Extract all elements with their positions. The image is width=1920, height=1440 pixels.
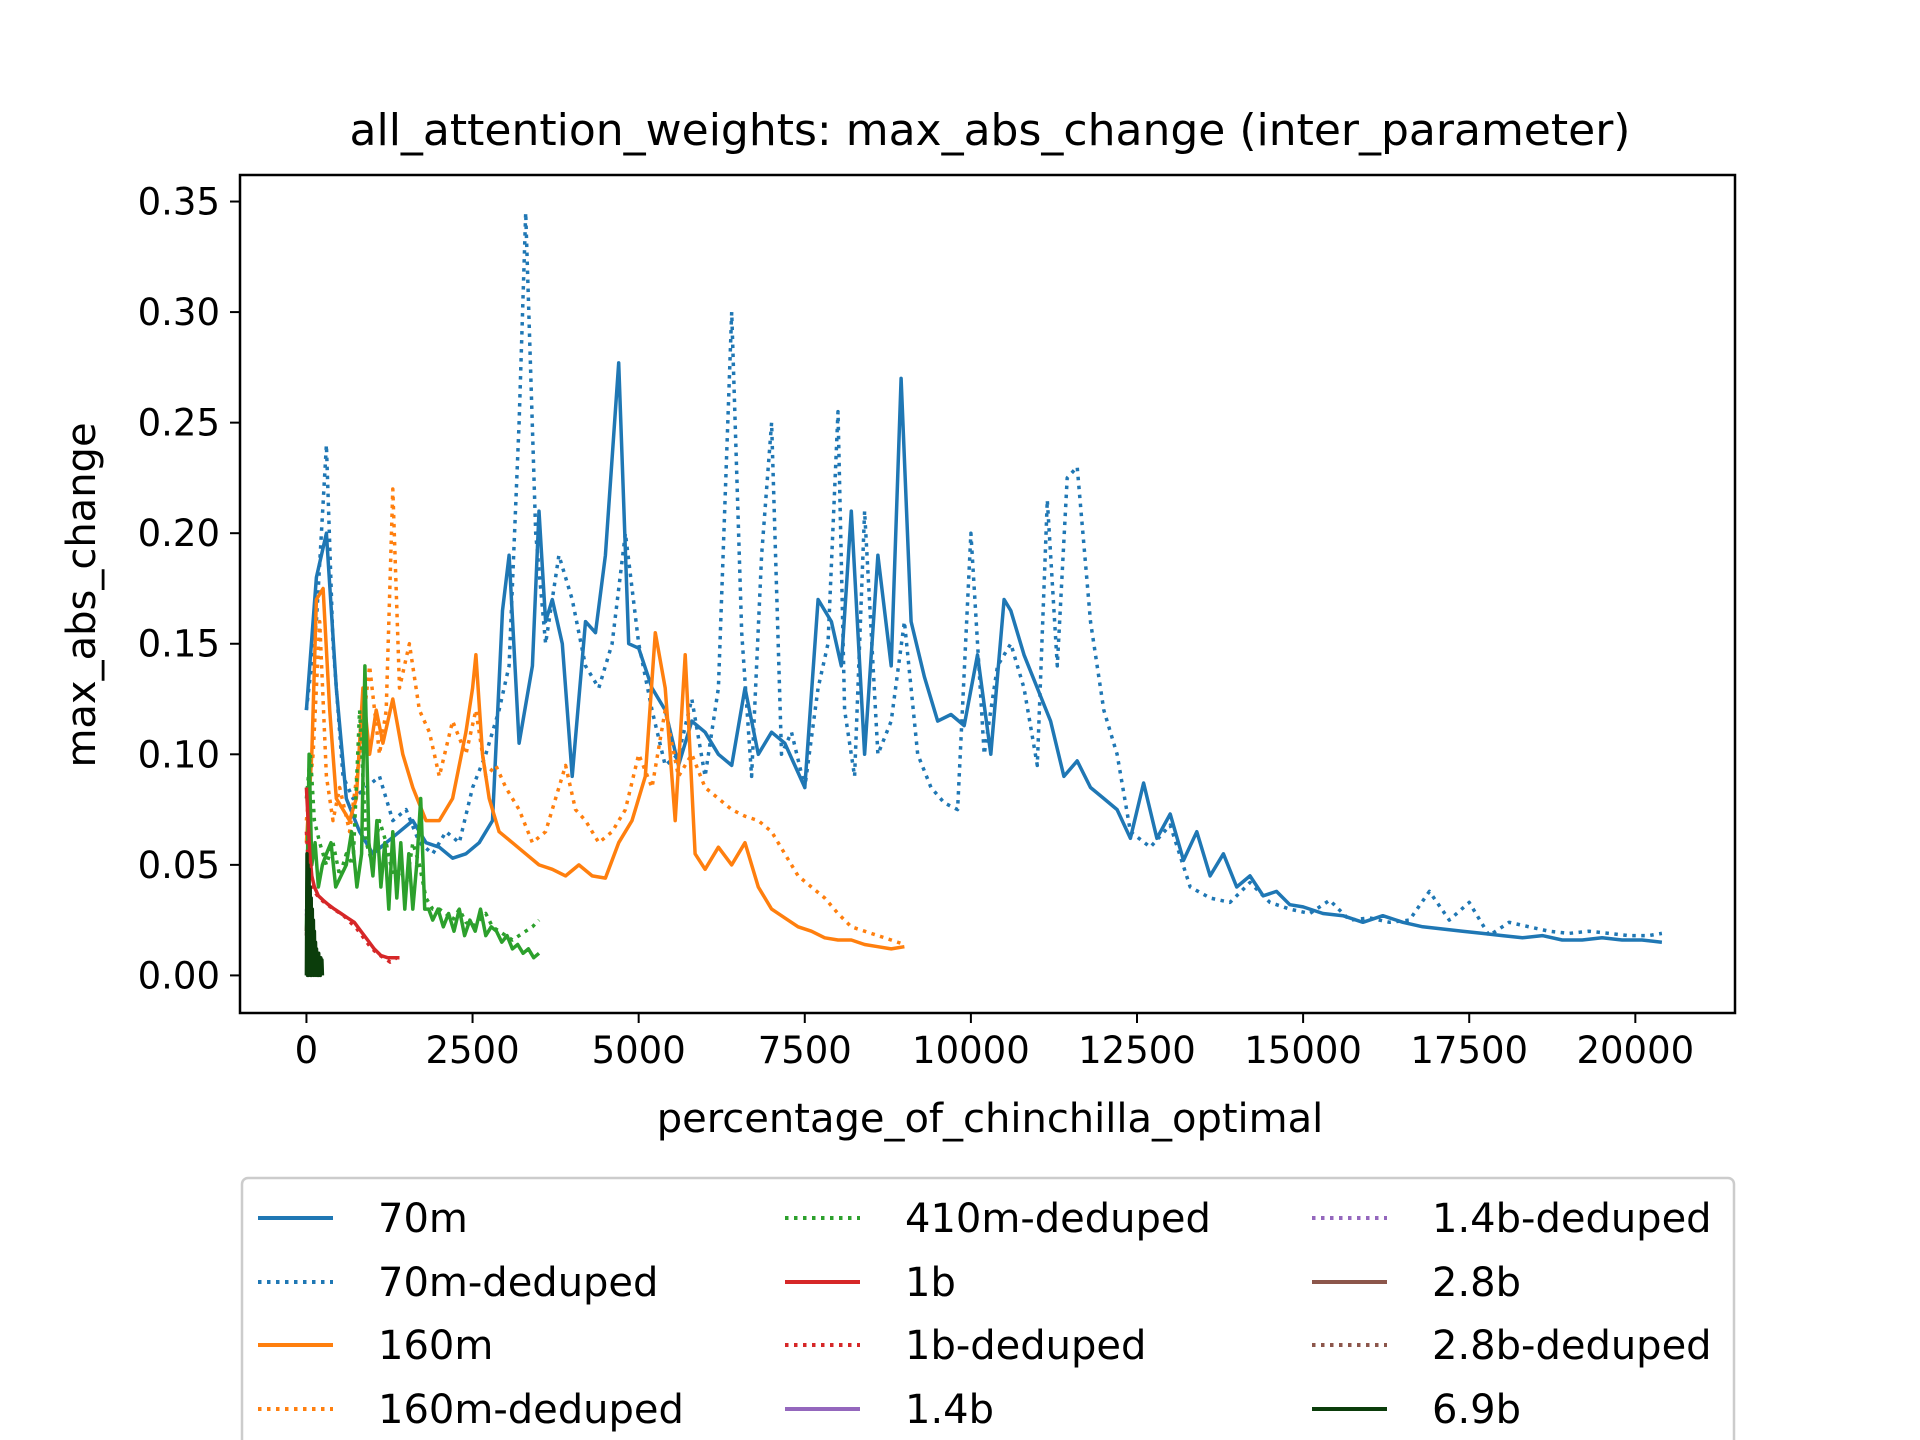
y-tick-label: 0.25 [138,402,220,445]
y-tick-label: 0.05 [138,844,220,887]
legend-label: 1.4b [905,1387,994,1433]
series-line-70m [304,361,1663,944]
x-tick-label: 5000 [592,1029,686,1072]
series-line-410m-deduped [304,708,541,942]
x-tick-label: 0 [295,1029,319,1072]
legend-label: 1.4b-deduped [1432,1196,1712,1242]
legend-label: 70m [378,1196,468,1242]
x-axis: 0 2500 5000 7500 10000 12500 15000 17500 20000 [295,1013,1694,1072]
y-tick-label: 0.00 [138,954,220,997]
y-tick-label: 0.20 [138,512,220,555]
legend-label: 160m [378,1323,493,1369]
legend-label: 160m-deduped [378,1387,684,1433]
x-tick-label: 17500 [1410,1029,1528,1072]
legend-label: 70m-deduped [378,1260,658,1306]
legend-label: 1b-deduped [905,1323,1146,1369]
legend: 70m 70m-deduped 160m 160m-deduped 410m-dedup… [240,1176,1736,1440]
y-tick-label: 0.10 [138,733,220,776]
y-tick-label: 0.30 [138,291,220,334]
y-tick-label: 0.15 [138,623,220,666]
legend-frame [240,1176,1736,1440]
series-line-410m [304,664,541,960]
series-line-160m-deduped [304,487,905,947]
x-tick-label: 20000 [1576,1029,1694,1072]
series-line-70m-deduped [304,210,1663,938]
legend-label: 410m-deduped [905,1196,1211,1242]
chart-title: all_attention_weights: max_abs_change (i… [350,105,1631,156]
plot-area [304,210,1663,978]
legend-label: 2.8b-deduped [1432,1323,1712,1369]
axes-frame [238,173,1737,1015]
x-tick-label: 12500 [1078,1029,1196,1072]
y-tick-label: 0.35 [138,181,220,224]
y-axis: 0.00 0.05 0.10 0.15 0.20 0.25 0.30 0.35 [138,181,240,997]
legend-label: 2.8b [1432,1260,1521,1306]
series-line-6.9b [304,852,325,978]
x-axis-label: percentage_of_chinchilla_optimal [657,1096,1324,1142]
y-axis-label: max_abs_change [59,422,105,767]
legend-label: 6.9b [1432,1387,1521,1433]
x-tick-label: 2500 [425,1029,519,1072]
series-line-1b-deduped [304,831,398,964]
x-tick-label: 15000 [1244,1029,1362,1072]
x-tick-label: 10000 [912,1029,1030,1072]
x-tick-label: 7500 [758,1029,852,1072]
legend-label: 1b [905,1260,956,1306]
